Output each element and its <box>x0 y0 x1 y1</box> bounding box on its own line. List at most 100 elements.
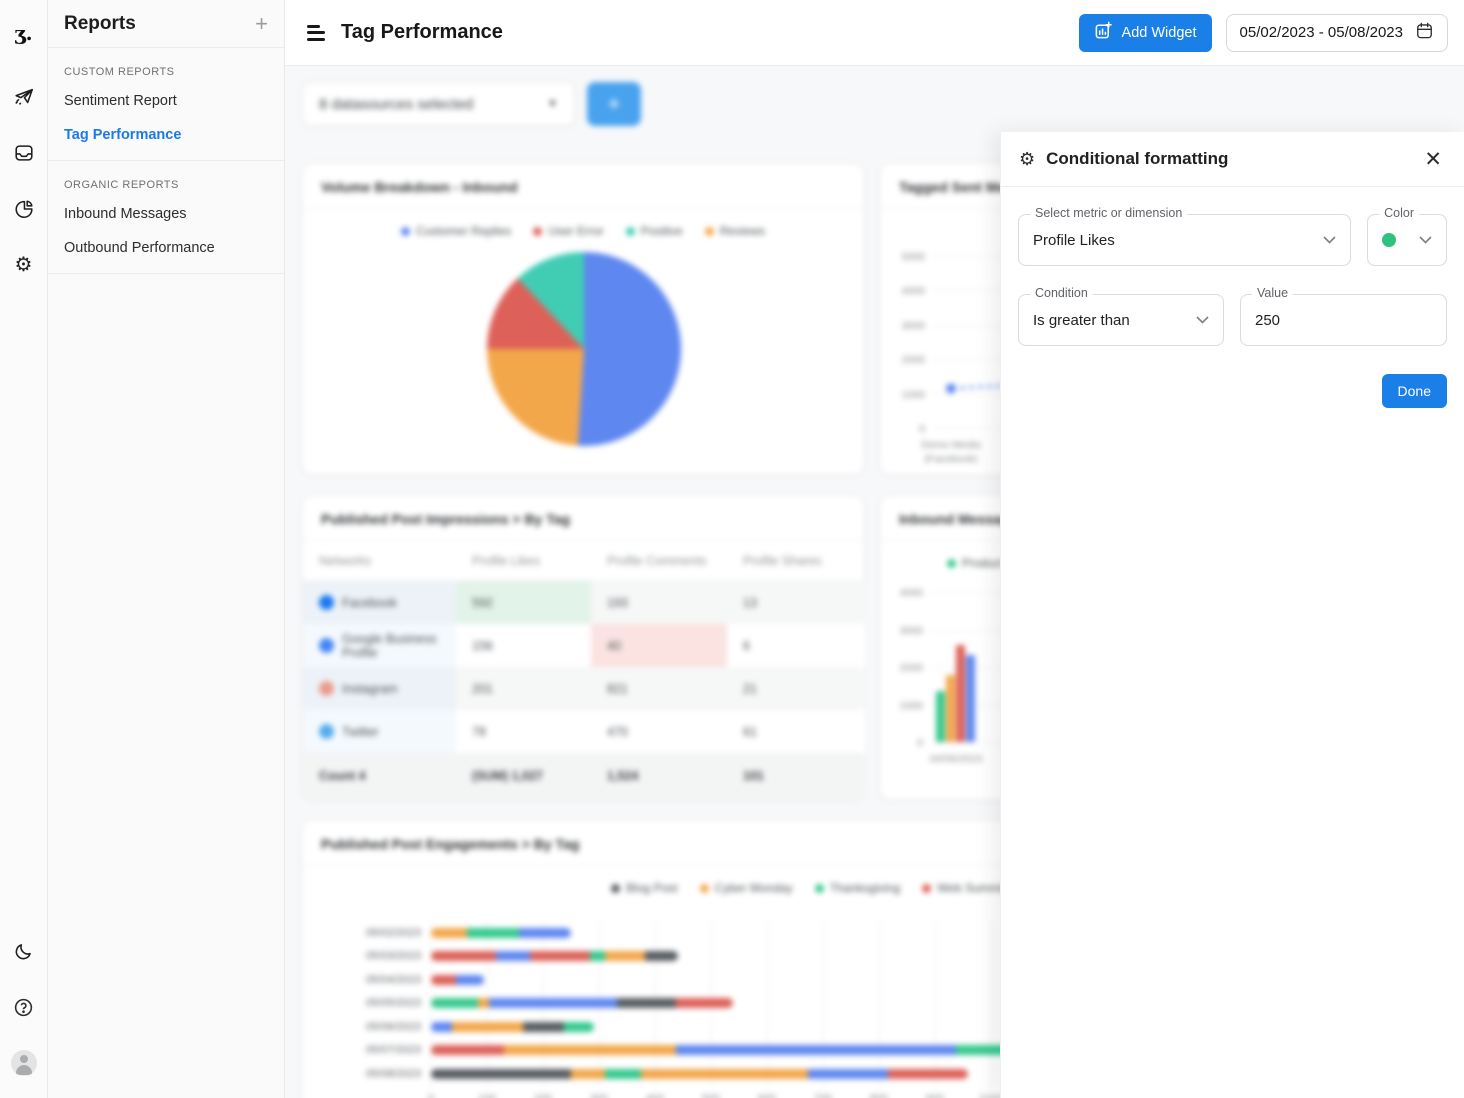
network-label: Instagram <box>342 681 398 696</box>
bar-segment <box>946 674 955 742</box>
stacked-bar-row: 05/02/2023 <box>303 921 1441 945</box>
date-range-picker[interactable]: 05/02/2023 - 05/08/2023 <box>1225 13 1448 52</box>
volume-pie-chart <box>487 252 681 446</box>
bar-segment <box>617 998 676 1009</box>
bar-segment <box>478 998 489 1009</box>
bar-segment <box>645 951 678 962</box>
page-title: Tag Performance <box>341 21 503 43</box>
condition-select[interactable]: Condition Is greater than <box>1018 286 1224 346</box>
value-field[interactable]: Value <box>1240 286 1447 346</box>
y-tick-label: 4000 <box>899 587 923 599</box>
network-cell: Facebook <box>303 581 456 624</box>
legend-dot-icon <box>922 883 932 893</box>
reports-icon[interactable] <box>0 186 48 232</box>
stacked-bar <box>431 1068 968 1079</box>
bar-segment <box>519 927 571 938</box>
settings-icon[interactable]: ⚙ <box>14 254 33 276</box>
legend-dot-icon <box>704 226 714 236</box>
x-tick-label: 300 <box>590 1093 608 1098</box>
y-tick-label: 1000 <box>901 388 925 401</box>
close-icon[interactable]: ✕ <box>1424 147 1442 171</box>
row-date-label: 05/03/2023 <box>365 950 421 963</box>
add-widget-icon <box>1094 21 1113 44</box>
value-input[interactable] <box>1255 311 1432 329</box>
network-icon <box>319 595 334 610</box>
network-icon <box>319 724 334 739</box>
bar-segment <box>605 1068 641 1079</box>
panel-title: Conditional formatting <box>1046 149 1229 168</box>
legend-item: Positive <box>625 224 683 238</box>
bar-segment <box>431 951 496 962</box>
add-datasource-button[interactable]: + <box>587 82 641 126</box>
stacked-bar-row: 05/04/2023 <box>303 968 1441 992</box>
legend-item: Reviews <box>704 224 766 238</box>
stacked-bar <box>431 1021 594 1032</box>
table-row: Twitter 78 470 61 <box>303 710 865 753</box>
add-report-icon[interactable]: + <box>255 11 268 36</box>
sidebar-section-label: CUSTOM REPORTS <box>64 66 175 78</box>
menu-icon[interactable] <box>305 21 327 45</box>
x-axis-label: Demo Media (Facebook) <box>921 439 981 466</box>
chevron-down-icon <box>1196 316 1209 324</box>
value-cell: 592 <box>456 581 591 624</box>
color-swatch <box>1382 233 1397 247</box>
value-cell: 6 <box>727 624 865 667</box>
legend-item: Blog Post <box>611 881 678 895</box>
bar-segment <box>605 951 645 962</box>
x-tick-label: 500 <box>702 1093 720 1098</box>
network-cell: Twitter <box>303 710 456 753</box>
done-button[interactable]: Done <box>1381 374 1447 408</box>
dark-mode-icon[interactable] <box>0 928 48 974</box>
y-tick-label: 0 <box>917 737 923 749</box>
legend-label: Cyber Monday <box>714 881 793 895</box>
bar-segment <box>956 644 965 742</box>
legend-item: Thanksgiving <box>814 881 901 895</box>
row-date-label: 05/05/2023 <box>365 997 421 1010</box>
impressions-table: Networks Profile Likes Profile Comments Pro… <box>303 541 865 798</box>
legend-label: Reviews <box>719 224 766 238</box>
footer-cell: 101 <box>727 753 865 798</box>
stacked-bar-rows: 05/02/2023 05/03/2023 05/04/2023 05/05/2023… <box>303 921 1441 1086</box>
bar-segment <box>530 951 590 962</box>
row-date-label: 05/07/2023 <box>365 1044 421 1057</box>
datasources-select[interactable]: 8 datasources selected ▼ <box>302 82 575 126</box>
row-date-label: 05/08/2023 <box>365 1067 421 1080</box>
sidebar-item-outbound-performance[interactable]: Outbound Performance <box>64 240 215 256</box>
color-select[interactable]: Color <box>1367 206 1447 266</box>
sidebar-item-inbound-messages[interactable]: Inbound Messages <box>64 206 187 222</box>
sidebar-title: Reports <box>64 13 136 34</box>
legend-dot-icon <box>699 883 709 893</box>
value-cell: 40 <box>591 624 727 667</box>
dashboard-content: 8 datasources selected ▼ + Volume Breakd… <box>285 66 1464 1098</box>
sidebar-item-tag-performance[interactable]: Tag Performance <box>64 127 182 143</box>
bar-segment <box>888 1068 968 1079</box>
publishing-icon[interactable] <box>0 74 48 120</box>
user-avatar[interactable] <box>0 1040 48 1086</box>
bar-segment <box>504 1045 676 1056</box>
network-icon <box>319 681 334 696</box>
help-icon[interactable] <box>0 984 48 1030</box>
x-tick-label: 0 <box>428 1093 434 1098</box>
stacked-bar-row: 05/05/2023 <box>303 992 1441 1016</box>
bar-segment <box>571 1068 605 1079</box>
metric-select-label: Select metric or dimension <box>1030 206 1188 220</box>
inbox-icon[interactable] <box>0 130 48 176</box>
table-row: Instagram 201 821 21 <box>303 667 865 710</box>
x-tick-label: 700 <box>814 1093 832 1098</box>
network-icon <box>319 638 334 653</box>
legend-label: Thanksgiving <box>829 881 901 895</box>
table-footer-row: Count 4 (SUM) 1,027 1,524 101 <box>303 753 865 798</box>
bar-segment <box>431 974 456 985</box>
sidebar-item-sentiment-report[interactable]: Sentiment Report <box>64 93 177 109</box>
bar-segment <box>676 998 733 1009</box>
volume-breakdown-card: Volume Breakdown - Inbound Customer Repl… <box>302 163 864 475</box>
page-header: Tag Performance Add Widget 05/02/2023 - … <box>285 0 1464 66</box>
brand-logo-icon[interactable]: ʒ. <box>14 21 33 45</box>
x-tick-label: 1000 <box>979 1093 1003 1098</box>
sidebar-section-label: ORGANIC REPORTS <box>64 179 179 191</box>
legend-dot-icon <box>611 883 621 893</box>
sidebar-section: ORGANIC REPORTS Inbound Messages Outbound … <box>48 161 284 274</box>
metric-select[interactable]: Select metric or dimension Profile Likes <box>1018 206 1352 266</box>
add-widget-button[interactable]: Add Widget <box>1078 13 1212 52</box>
